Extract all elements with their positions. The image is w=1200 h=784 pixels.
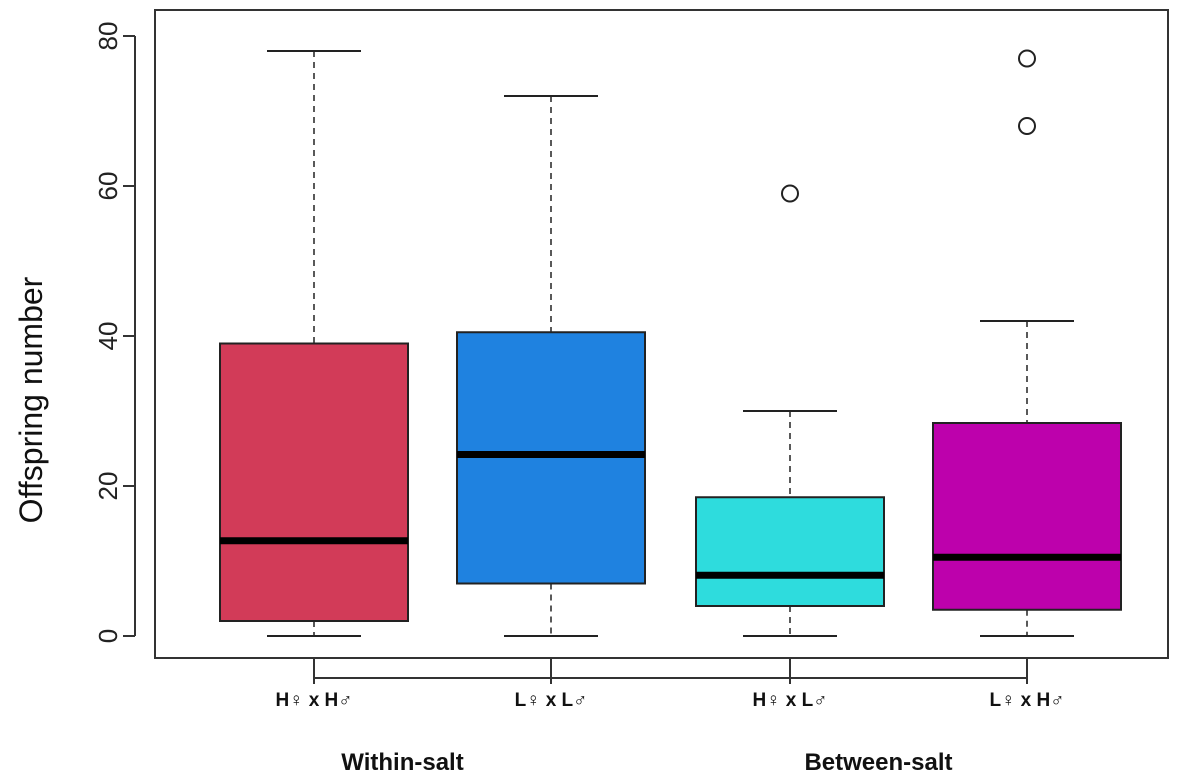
x-tick-label: H♀ x L♂ xyxy=(753,690,828,711)
y-tick-label: 60 xyxy=(93,172,123,201)
y-axis-label: Offspring number xyxy=(13,276,49,523)
x-tick-label: L♀ x H♂ xyxy=(990,690,1065,711)
y-tick-label: 40 xyxy=(93,322,123,351)
group-labels: Within-salt Between-salt xyxy=(341,749,952,776)
x-axis: H♀ x H♂ L♀ x L♂ H♀ x L♂ L♀ x H♂ xyxy=(275,658,1064,711)
box-iqr xyxy=(932,422,1122,611)
x-tick-label: L♀ x L♂ xyxy=(515,690,588,711)
box-3 xyxy=(932,49,1122,637)
box-1 xyxy=(456,95,646,637)
plot-frame xyxy=(154,9,1169,659)
box-iqr xyxy=(695,496,885,607)
box-iqr xyxy=(219,342,409,622)
y-axis: 0 20 40 60 80 xyxy=(93,22,136,643)
y-tick-label: 0 xyxy=(93,629,123,643)
y-tick-label: 20 xyxy=(93,472,123,501)
group-label: Within-salt xyxy=(341,749,463,776)
y-tick-label: 80 xyxy=(93,22,123,51)
outlier-point xyxy=(1018,49,1036,68)
box-2 xyxy=(695,184,885,637)
boxes xyxy=(219,49,1122,637)
x-tick-label: H♀ x H♂ xyxy=(275,690,352,711)
box-0 xyxy=(219,50,409,637)
group-label: Between-salt xyxy=(804,749,952,776)
outlier-point xyxy=(1018,117,1036,135)
outlier-point xyxy=(781,184,799,203)
